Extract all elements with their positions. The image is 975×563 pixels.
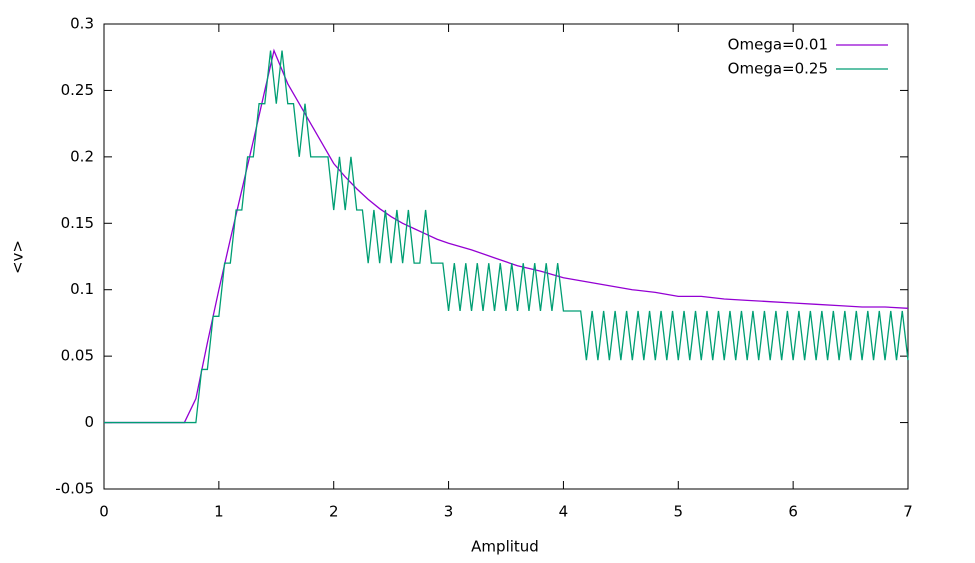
x-axis-label: Amplitud bbox=[471, 538, 539, 556]
y-tick-label: 0.2 bbox=[70, 147, 94, 165]
x-tick-label: 7 bbox=[903, 503, 913, 521]
y-tick-label: 0 bbox=[84, 413, 94, 431]
plot-border bbox=[103, 23, 909, 490]
series-line bbox=[104, 48, 909, 424]
legend-label: Omega=0.01 bbox=[728, 36, 828, 54]
y-tick-label: 0.15 bbox=[61, 214, 94, 232]
legend-label: Omega=0.25 bbox=[728, 60, 828, 78]
x-tick-label: 2 bbox=[329, 503, 339, 521]
x-tick-label: 0 bbox=[99, 503, 109, 521]
y-tick-label: -0.05 bbox=[55, 480, 94, 498]
x-tick-label: 5 bbox=[674, 503, 684, 521]
y-tick-label: 0.1 bbox=[70, 280, 94, 298]
y-tick-label: 0.05 bbox=[61, 347, 94, 365]
y-tick-label: 0.25 bbox=[61, 81, 94, 99]
x-tick-label: 3 bbox=[444, 503, 454, 521]
x-tick-label: 4 bbox=[559, 503, 569, 521]
x-tick-label: 1 bbox=[214, 503, 224, 521]
y-axis-label: <v> bbox=[9, 240, 27, 274]
x-tick-label: 6 bbox=[788, 503, 798, 521]
series-line bbox=[104, 50, 909, 424]
y-tick-label: 0.3 bbox=[70, 15, 94, 33]
